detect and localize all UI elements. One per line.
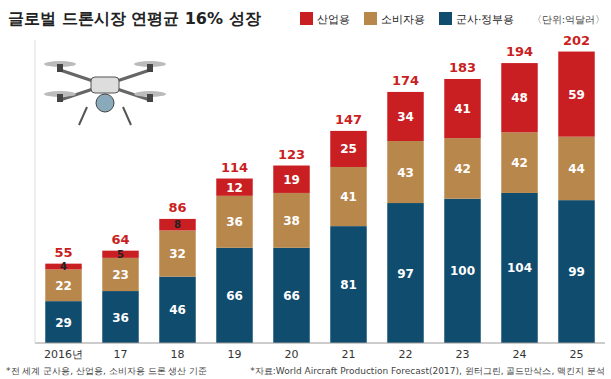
total-label: 123 [278,147,305,162]
legend-swatch [300,12,313,25]
data-label: 97 [397,267,414,281]
data-label: 99 [568,265,585,279]
bar-segment [330,167,366,226]
total-label: 202 [563,33,590,48]
total-label: 55 [54,245,72,260]
data-label: 46 [169,303,186,317]
total-label: 114 [221,160,248,175]
data-label: 32 [169,247,186,261]
x-tick-label: 23 [456,348,470,361]
title: 글로벌 드론시장 연평균 16% 성장 [8,9,261,28]
y-axis [35,40,36,343]
x-tick-label: 24 [513,348,527,361]
data-label: 42 [454,162,471,176]
bar-segment [501,193,537,343]
data-label: 59 [568,88,585,102]
bar-segment [501,132,537,193]
total-label: 174 [392,73,419,88]
bar-segment [501,63,537,132]
bar-segment [273,193,309,248]
data-label: 8 [174,219,181,230]
bars [45,52,594,343]
data-label: 36 [226,215,243,229]
data-label: 100 [450,264,475,278]
bar-segment [102,258,138,291]
bar-segment [273,248,309,343]
data-label: 81 [340,278,357,292]
bar-segment [273,166,309,193]
bar-segment [387,92,423,141]
x-axis [35,343,605,344]
bar-segment [159,230,195,276]
x-tick-label: 17 [114,348,128,361]
data-label: 5 [117,249,124,260]
x-tick-label: 18 [171,348,185,361]
x-tick-label: 2016년 [44,348,83,361]
legend: 산업용 소비자용 군사·정부용 [300,12,515,26]
data-label: 22 [55,279,72,293]
bar-segment [102,291,138,343]
bar-segment [387,203,423,343]
data-label: 25 [340,142,357,156]
data-label: 42 [511,156,528,170]
legend-swatch [439,12,452,25]
bar-segment [444,199,480,343]
data-label: 19 [283,173,300,187]
data-label: 104 [507,261,532,275]
bar-segment [45,301,81,343]
data-label: 43 [397,166,414,180]
bar-segment [558,137,594,200]
data-label: 41 [454,102,471,116]
data-label: 41 [340,190,357,204]
x-tick-label: 20 [285,348,299,361]
data-label: 66 [226,289,243,303]
data-label: 38 [283,214,300,228]
data-label: 29 [55,316,72,330]
data-label: 4 [60,261,67,272]
legend-label: 소비자용 [381,13,425,26]
data-label: 12 [226,181,243,195]
total-label: 147 [335,112,362,127]
data-label: 48 [511,91,528,105]
bar-segment [45,269,81,301]
bar-segment [330,131,366,167]
legend-label: 산업용 [317,13,350,26]
data-label: 36 [112,311,129,325]
legend-label: 군사·정부용 [456,13,515,26]
bar-segment [330,226,366,343]
bar-segment [216,196,252,248]
bar-segment [558,52,594,137]
data-label: 44 [568,162,585,176]
data-label: 23 [112,268,129,282]
total-label: 86 [168,200,186,215]
total-label: 194 [506,44,533,59]
bar-segment [216,179,252,196]
bar-segment [444,138,480,199]
chart: 글로벌 드론시장 연평균 16% 성장 산업용 소비자용 군사·정부용 〈단위:억달러〉… [0,0,611,379]
total-label: 183 [449,60,476,75]
drone-icon [44,61,166,125]
bar-segment [387,141,423,203]
bar-segment [159,277,195,343]
bar-segment [444,79,480,138]
data-label: 66 [283,289,300,303]
legend-swatch [364,12,377,25]
x-tick-label: 19 [228,348,242,361]
unit-label: 〈단위:억달러〉 [532,14,605,25]
x-tick-label: 22 [399,348,413,361]
bar-segment [216,248,252,343]
data-label: 34 [397,110,414,124]
x-tick-label: 25 [570,348,584,361]
bar-segment [558,200,594,343]
footnote: *전 세계 군사용, 산업용, 소비자용 드론 생산 기준 [6,366,207,376]
total-label: 64 [111,232,129,247]
bar-segment [159,219,195,231]
x-tick-label: 21 [342,348,356,361]
labels: 29 22 4 36 23 5 46 32 8 66 36 12 66 38 19 81 41 25 97 43 34 1… [55,88,585,330]
footnote: *자료:World Aircraft Production Forecast(2… [250,366,605,376]
